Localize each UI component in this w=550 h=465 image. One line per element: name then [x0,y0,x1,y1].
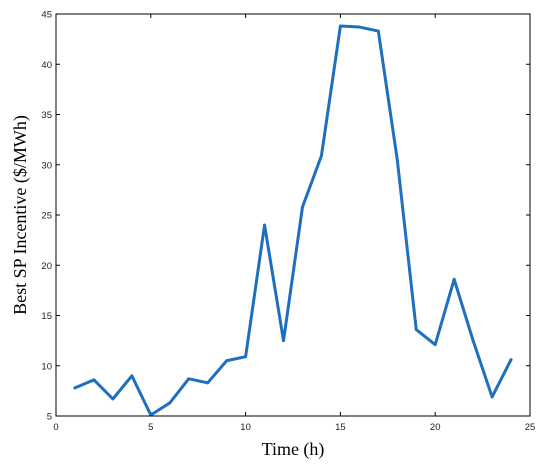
axis-ticks [55,13,531,417]
data-point [509,358,513,362]
y-tick-label: 20 [41,261,52,272]
x-tick-label: 5 [148,422,153,433]
data-point [376,29,380,33]
y-axis-label: Best SP Incentive ($/MWh) [10,115,31,315]
data-point [73,386,77,390]
y-tick-label: 30 [41,160,52,171]
x-tick-label: 15 [335,422,346,433]
x-tick-label: 20 [430,422,441,433]
x-tick-label: 0 [53,422,58,433]
data-point [111,397,115,401]
data-point [433,343,437,347]
plot-frame [55,13,531,417]
y-tick-label: 25 [41,211,52,222]
data-point [244,355,248,359]
y-tick-label: 5 [47,412,52,423]
x-tick-labels: 0 5 10 15 20 25 [53,422,535,433]
data-point [452,277,456,281]
data-point [130,374,134,378]
data-point [168,401,172,405]
y-tick-label: 40 [41,60,52,71]
data-point [414,328,418,331]
data-point [225,359,229,363]
x-tick-label: 10 [240,422,251,433]
data-point [357,25,361,29]
data-point [206,381,210,385]
y-tick-label: 35 [41,110,52,121]
x-axis-label: Time (h) [262,439,325,460]
x-tick-label: 25 [525,422,536,433]
data-point [301,205,304,209]
data-point [92,378,96,382]
data-point [320,154,323,158]
data-point [187,377,191,381]
y-tick-label: 10 [41,361,52,372]
y-tick-labels: 5 10 15 20 25 30 35 40 45 [41,10,52,423]
data-point [471,339,475,343]
series-line [73,24,513,417]
data-point [490,395,494,399]
data-point [282,339,285,343]
data-point [395,158,399,162]
data-point [263,223,266,227]
y-tick-label: 15 [41,311,52,322]
y-tick-label: 45 [41,10,52,21]
data-point [339,24,342,28]
series-layer [73,24,513,417]
